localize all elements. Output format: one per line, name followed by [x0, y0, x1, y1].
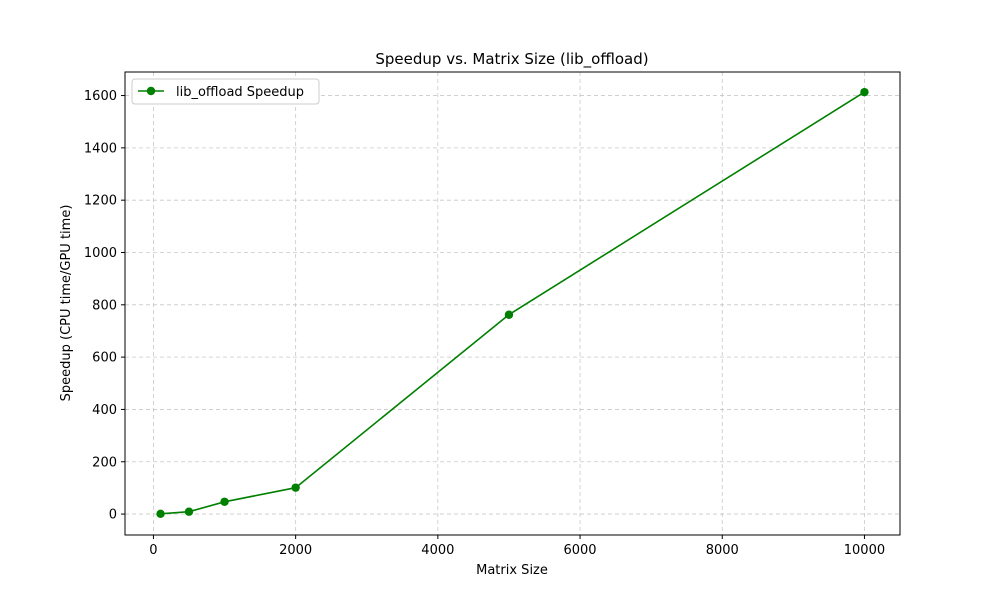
data-point [220, 497, 229, 506]
x-tick-label: 4000 [421, 543, 454, 558]
x-tick-label: 6000 [563, 543, 596, 558]
y-tick-label: 1000 [84, 246, 117, 261]
data-point [860, 87, 869, 97]
data-point [184, 507, 194, 516]
y-tick-label: 1200 [84, 194, 117, 209]
x-tick-label: 0 [149, 543, 157, 558]
x-tick-label: 10000 [844, 543, 885, 558]
series-line [160, 91, 865, 515]
axis-ticks: 0 2000 4000 6000 8000 10000 0 200 400 600 800 1000 1… [84, 89, 885, 558]
legend: lib_offload Speedup [131, 78, 320, 105]
grid-lines [125, 72, 900, 535]
y-tick-label: 600 [92, 351, 117, 366]
legend-marker-swatch [146, 86, 156, 96]
data-point [156, 509, 165, 519]
y-tick-label: 400 [92, 403, 117, 418]
chart-title: Speedup vs. Matrix Size (lib_offload) [375, 50, 648, 69]
y-axis-label: Speedup (CPU time/GPU time) [59, 205, 74, 402]
data-point [504, 310, 514, 319]
x-tick-label: 8000 [706, 543, 739, 558]
x-axis-label: Matrix Size [476, 563, 548, 578]
legend-box [131, 78, 320, 105]
series-layer [156, 87, 869, 519]
y-tick-label: 1600 [84, 89, 117, 104]
y-tick-label: 200 [92, 455, 117, 470]
data-point [291, 483, 300, 492]
y-tick-label: 1400 [84, 141, 117, 156]
legend-label: lib_offload Speedup [176, 85, 304, 100]
plot-area-frame [124, 71, 901, 536]
x-tick-label: 2000 [279, 543, 312, 558]
y-tick-label: 0 [109, 508, 117, 523]
y-tick-label: 800 [92, 298, 117, 313]
